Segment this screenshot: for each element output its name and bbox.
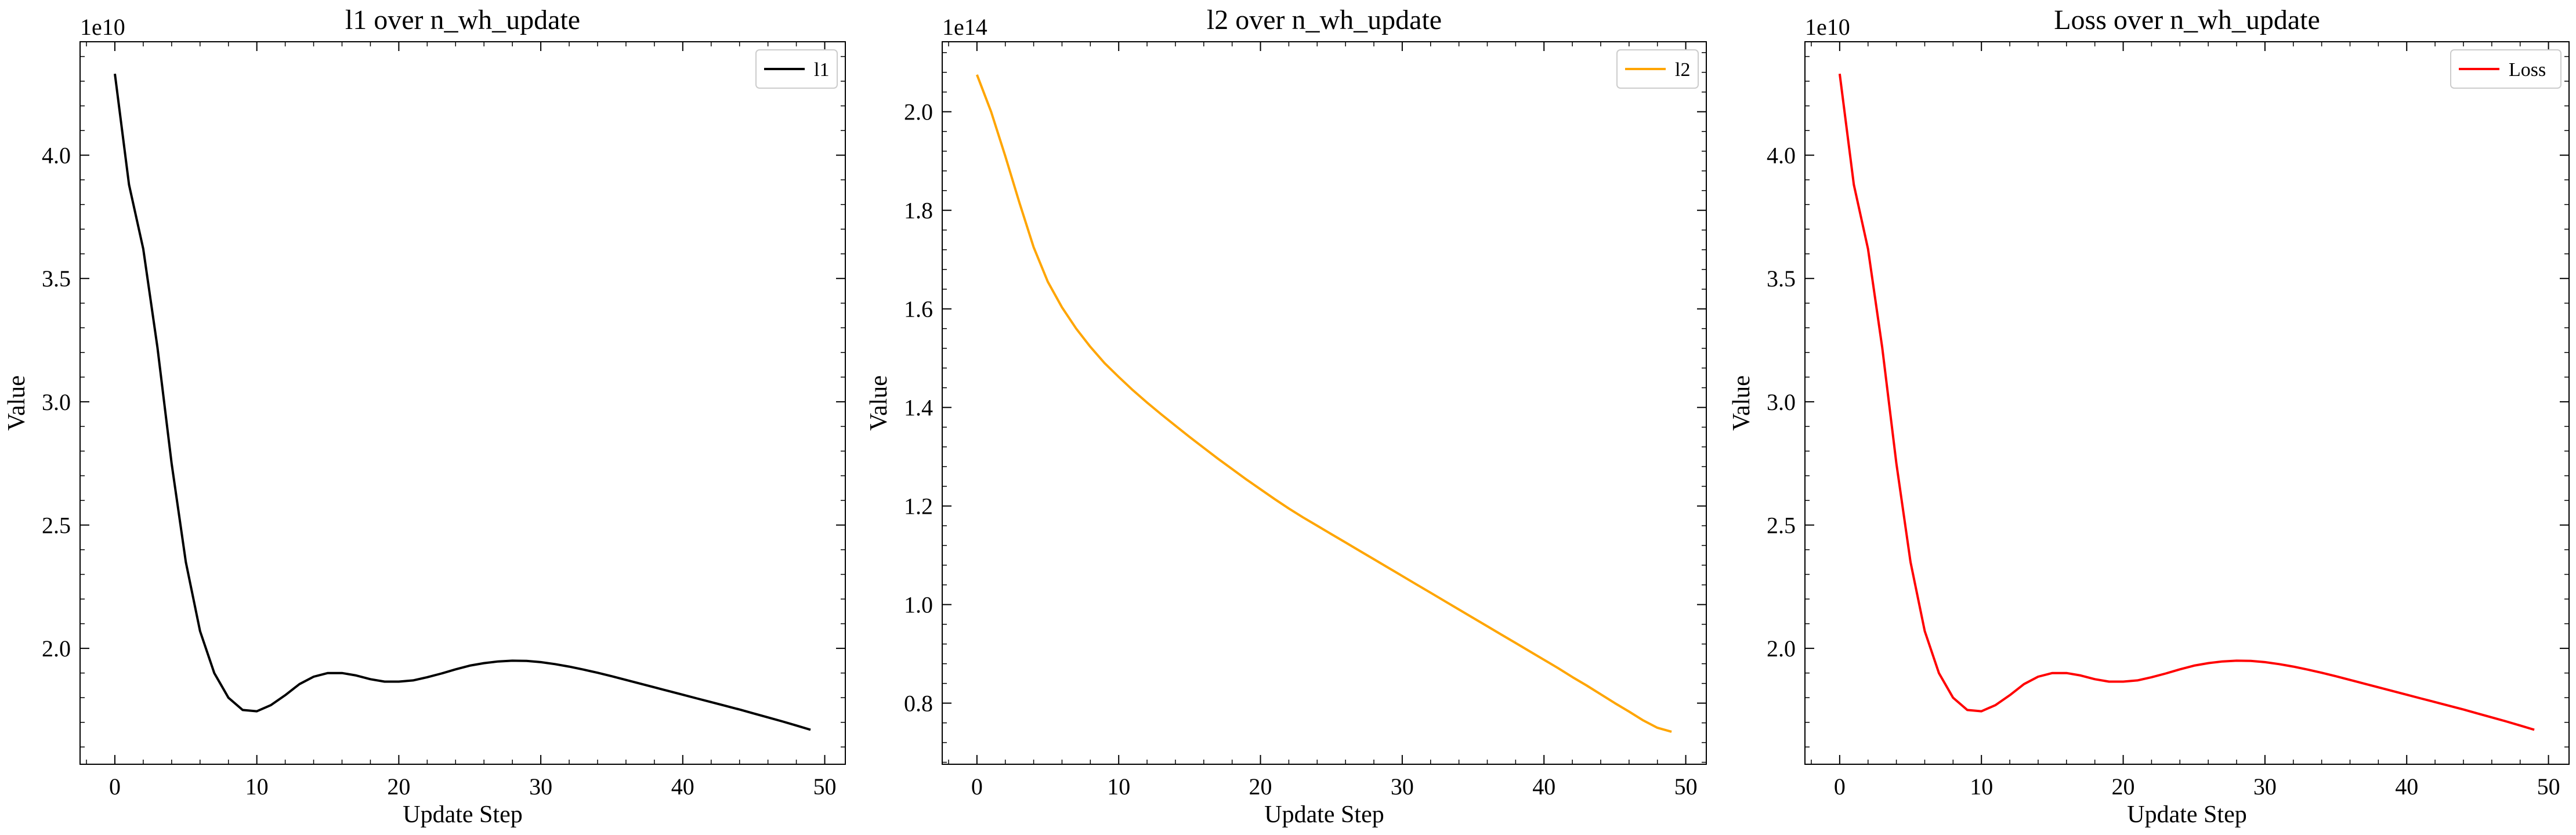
y-tick-label: 4.0 bbox=[42, 143, 71, 169]
y-offset-text: 1e10 bbox=[1805, 14, 1850, 40]
y-tick-label: 1.0 bbox=[904, 592, 933, 618]
x-tick-label: 0 bbox=[109, 774, 121, 800]
chart-title: l2 over n_wh_update bbox=[1207, 5, 1442, 35]
series-line-l2 bbox=[976, 74, 1672, 733]
x-tick-label: 50 bbox=[813, 774, 837, 800]
y-axis-label: Value bbox=[866, 375, 892, 431]
x-tick-label: 20 bbox=[2112, 774, 2135, 800]
x-tick-label: 30 bbox=[1391, 774, 1414, 800]
y-tick-label: 2.0 bbox=[904, 99, 933, 125]
x-tick-label: 10 bbox=[1107, 774, 1130, 800]
y-tick-label: 3.5 bbox=[1767, 266, 1796, 292]
series-line-Loss bbox=[1838, 74, 2535, 731]
y-axis-label: Value bbox=[1728, 375, 1755, 431]
x-tick-label: 0 bbox=[971, 774, 983, 800]
y-tick-label: 3.0 bbox=[1767, 389, 1796, 415]
legend-label: l2 bbox=[1675, 59, 1690, 81]
x-axis-label: Update Step bbox=[403, 801, 522, 828]
x-tick-label: 50 bbox=[1674, 774, 1698, 800]
y-tick-label: 2.5 bbox=[42, 513, 71, 539]
y-tick-label: 3.0 bbox=[42, 389, 71, 415]
chart-panel-1: 0 10 20 30 40 50 2.0 2.5 3.0 3.5 4.0 l1 l1 over n_wh… bbox=[3, 5, 846, 828]
y-tick-label: 0.8 bbox=[904, 691, 933, 717]
x-tick-label: 30 bbox=[2253, 774, 2277, 800]
y-tick-label: 1.6 bbox=[904, 296, 933, 322]
y-tick-label: 1.4 bbox=[904, 395, 933, 421]
legend: Loss bbox=[2450, 49, 2561, 89]
y-offset-text: 1e10 bbox=[80, 14, 125, 40]
y-tick-label: 2.5 bbox=[1767, 513, 1796, 539]
y-tick-label: 1.2 bbox=[904, 493, 933, 520]
chart-title: Loss over n_wh_update bbox=[2054, 5, 2320, 35]
y-tick-label: 2.0 bbox=[42, 636, 71, 662]
legend: l2 bbox=[1616, 49, 1699, 89]
y-tick-label: 1.8 bbox=[904, 198, 933, 224]
x-tick-label: 40 bbox=[1532, 774, 1555, 800]
y-tick-label: 4.0 bbox=[1767, 143, 1796, 169]
plot-frame bbox=[1804, 41, 2570, 765]
x-axis-label: Update Step bbox=[2127, 801, 2246, 828]
plot-frame bbox=[942, 41, 1707, 765]
x-tick-label: 40 bbox=[671, 774, 694, 800]
chart-panel-2: 0 10 20 30 40 50 0.8 1.0 1.2 1.4 1.6 1.8 2.0 l2 l2 ove… bbox=[866, 5, 1707, 828]
x-tick-label: 20 bbox=[1249, 774, 1272, 800]
x-tick-label: 30 bbox=[529, 774, 552, 800]
y-offset-text: 1e14 bbox=[942, 14, 987, 40]
legend-frame bbox=[2450, 49, 2561, 89]
chart-title: l1 over n_wh_update bbox=[345, 5, 580, 35]
y-axis-label: Value bbox=[3, 375, 30, 431]
plot-frame bbox=[79, 41, 846, 765]
x-axis-label: Update Step bbox=[1264, 801, 1384, 828]
x-tick-label: 10 bbox=[245, 774, 269, 800]
legend: l1 bbox=[755, 49, 838, 89]
chart-panel-3: 0 10 20 30 40 50 2.0 2.5 3.0 3.5 4.0 Loss Loss over … bbox=[1728, 5, 2570, 828]
legend-label: l1 bbox=[814, 59, 829, 81]
legend-label: Loss bbox=[2509, 59, 2546, 81]
x-tick-label: 10 bbox=[1970, 774, 1993, 800]
series-line-l1 bbox=[114, 74, 811, 731]
x-tick-label: 50 bbox=[2537, 774, 2560, 800]
y-tick-label: 2.0 bbox=[1767, 636, 1796, 662]
x-tick-label: 20 bbox=[387, 774, 410, 800]
x-tick-label: 40 bbox=[2395, 774, 2418, 800]
x-tick-label: 0 bbox=[1834, 774, 1846, 800]
y-tick-label: 3.5 bbox=[42, 266, 71, 292]
